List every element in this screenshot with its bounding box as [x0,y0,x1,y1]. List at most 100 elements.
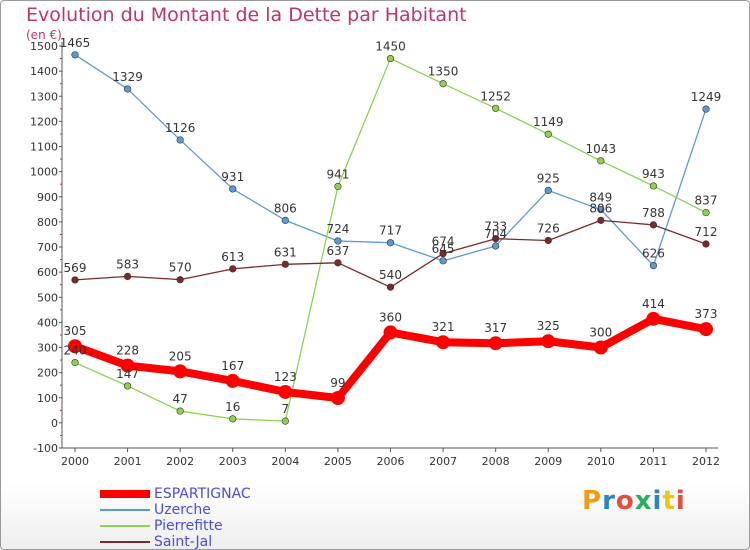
logo-letter: t [662,486,676,516]
point-saint-jal [334,259,342,267]
data-label-uzerche: 645 [432,242,455,256]
x-tick-label: 2012 [692,455,720,468]
data-label-saint-jal: 540 [379,268,402,282]
x-tick-label: 2007 [429,455,457,468]
legend-swatch [100,509,150,511]
legend-label: Pierrefitte [154,518,223,534]
point-uzerche [123,85,132,93]
data-label-espartignac: 99 [330,376,345,390]
data-label-pierrefitte: 943 [642,167,665,181]
point-uzerche [702,105,710,113]
legend-swatch [100,541,150,543]
data-label-pierrefitte: 16 [225,400,240,414]
point-saint-jal [439,249,447,258]
y-tick-label: 200 [37,367,58,380]
chart-data-labels: 1465 1329 1126 931 806 724 717 645 704 925 849 626 1… [60,36,722,416]
data-label-uzerche: 806 [274,201,297,215]
y-tick-label: 900 [37,191,58,204]
x-tick-label: 2003 [219,455,247,468]
data-label-saint-jal: 788 [642,206,665,220]
data-label-uzerche: 724 [326,222,349,236]
data-label-espartignac: 317 [484,321,507,335]
point-pierrefitte [649,182,658,190]
chart-axes: -100 0 100 200 300 400 500 600 700 800 900 1000 1100… [30,40,720,468]
point-pierrefitte [123,382,132,390]
point-pierrefitte [176,407,184,415]
point-pierrefitte [544,130,552,138]
logo-letter: i [675,486,686,516]
x-tick-label: 2000 [61,455,89,468]
y-tick-label: 800 [37,216,58,229]
data-label-espartignac: 305 [64,324,87,338]
data-label-saint-jal: 733 [484,220,507,234]
legend-item-uzerche: Uzerche [100,502,340,518]
data-label-espartignac: 360 [379,310,402,324]
data-label-pierrefitte: 47 [173,392,188,406]
data-label-pierrefitte: 941 [326,167,349,181]
logo-letter: o [615,486,635,516]
legend-item-pierrefitte: Pierrefitte [100,518,340,534]
point-espartignac [699,322,713,337]
chart-legend: ESPARTIGNAC Uzerche Pierrefitte Saint-Jal [100,486,340,550]
data-label-espartignac: 414 [642,297,665,311]
x-tick-label: 2001 [114,455,142,468]
point-espartignac [646,311,661,326]
data-label-pierrefitte: 240 [64,344,87,358]
data-label-espartignac: 228 [116,344,139,358]
data-label-saint-jal: 569 [64,261,87,275]
point-espartignac [225,373,240,388]
data-label-pierrefitte: 1043 [586,142,617,156]
point-pierrefitte [386,54,395,63]
point-espartignac [278,384,293,399]
data-label-saint-jal: 613 [221,250,244,264]
y-tick-label: 1500 [30,40,58,53]
point-saint-jal [386,283,395,291]
data-label-saint-jal: 806 [589,201,612,215]
point-saint-jal [597,216,605,224]
x-tick-label: 2008 [482,455,510,468]
data-label-espartignac: 325 [537,319,560,333]
y-tick-label: 1200 [30,115,58,128]
point-espartignac [488,336,503,351]
point-saint-jal [492,235,500,243]
data-label-espartignac: 167 [221,359,244,373]
data-label-pierrefitte: 837 [695,194,718,208]
logo-letter: r [602,486,616,516]
data-label-saint-jal: 674 [432,235,455,249]
point-pierrefitte [702,208,710,217]
data-label-pierrefitte: 1149 [533,115,564,129]
y-tick-label: 1100 [30,141,58,154]
point-pierrefitte [281,417,289,425]
data-label-uzerche: 931 [221,170,244,184]
legend-item-saint-jal: Saint-Jal [100,534,340,550]
data-label-uzerche: 849 [589,191,612,205]
data-label-pierrefitte: 147 [116,367,139,381]
y-tick-label: 300 [37,342,58,355]
point-saint-jal [544,236,552,245]
point-saint-jal [649,221,658,229]
chart-title: Evolution du Montant de la Dette par Hab… [26,4,467,26]
y-tick-label: 1400 [30,65,58,78]
point-espartignac [68,339,82,354]
data-label-uzerche: 1126 [165,121,196,135]
point-pierrefitte [334,182,342,191]
point-saint-jal [281,260,289,268]
data-label-uzerche: 1249 [691,90,722,104]
logo-letter: P [582,486,603,516]
y-tick-label: 400 [37,316,58,329]
data-label-espartignac: 205 [169,349,192,363]
data-label-uzerche: 1465 [60,36,91,50]
x-tick-label: 2005 [324,455,352,468]
point-pierrefitte [492,104,500,112]
y-tick-label: 100 [37,392,58,405]
y-tick-label: 0 [51,417,58,430]
point-uzerche [71,51,79,59]
y-tick-label: 1000 [30,166,58,179]
data-label-espartignac: 123 [274,370,297,384]
data-label-espartignac: 373 [695,307,718,321]
point-espartignac [541,334,556,349]
data-label-pierrefitte: 1252 [480,89,511,103]
data-label-uzerche: 704 [484,227,507,241]
x-tick-label: 2006 [377,455,405,468]
